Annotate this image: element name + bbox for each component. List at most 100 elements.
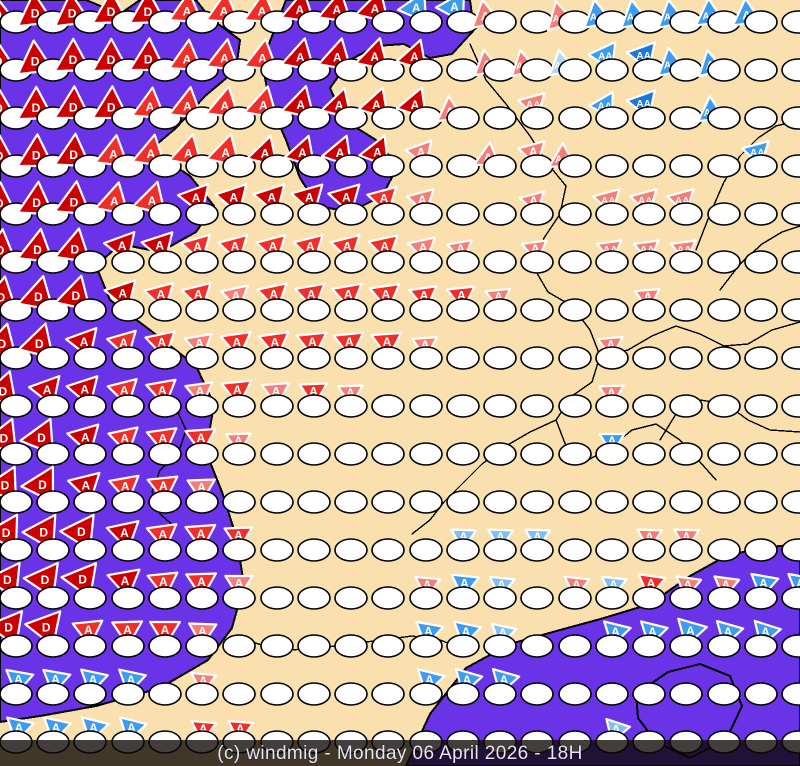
pennant-label: A (199, 722, 208, 736)
pennant-label: A (155, 239, 164, 253)
pennant-label: A (148, 194, 157, 208)
station-circle (483, 202, 517, 226)
station-circle (111, 250, 145, 274)
station-symbol: A (220, 284, 256, 322)
pennant-label: A (332, 3, 341, 17)
station-circle (148, 442, 182, 466)
station-symbol (260, 634, 294, 658)
station-circle (111, 586, 145, 610)
station-symbol: A (146, 475, 182, 514)
station-symbol: AA (740, 140, 778, 178)
station-symbol (409, 490, 443, 514)
wind-pennant (294, 282, 326, 312)
station-circle (0, 394, 33, 418)
station-symbol (558, 490, 592, 514)
station-circle (185, 298, 219, 322)
station-symbol (781, 154, 800, 178)
station-symbol (744, 682, 778, 706)
wind-pennant (219, 331, 252, 360)
station-symbol: A (222, 574, 256, 610)
station-symbol (148, 682, 182, 706)
station-symbol: AA (694, 0, 741, 34)
station-symbol: A (256, 282, 294, 322)
station-symbol (558, 202, 592, 226)
pennant-label: A (529, 194, 538, 208)
station-symbol (446, 58, 480, 82)
station-symbol: AA (516, 92, 554, 130)
station-circle (446, 58, 480, 82)
station-circle (0, 682, 33, 706)
station-circle (781, 682, 800, 706)
station-symbol: A (214, 183, 256, 226)
station-circle (558, 538, 592, 562)
station-symbol: A (140, 231, 182, 274)
station-symbol: A (357, 86, 405, 130)
station-circle (222, 346, 256, 370)
station-circle (669, 442, 703, 466)
pennant-label: D (70, 195, 79, 209)
station-circle (0, 490, 33, 514)
pennant-label: A (80, 383, 89, 397)
station-symbol: A (327, 183, 368, 226)
station-circle (669, 586, 703, 610)
station-symbol: AA (697, 95, 741, 130)
station-circle (297, 106, 331, 130)
station-circle (73, 394, 107, 418)
station-symbol: A (64, 327, 107, 370)
station-circle (297, 154, 331, 178)
station-symbol: A (446, 620, 482, 658)
pennant-label: A (121, 574, 130, 588)
station-symbol: A (409, 575, 443, 610)
station-symbol: A (595, 335, 629, 370)
pennant-label: A (110, 195, 119, 209)
station-circle (744, 682, 778, 706)
pennant-label: A (146, 100, 155, 114)
station-circle (632, 394, 666, 418)
station-symbol: A (697, 49, 741, 82)
pennant-label: A (120, 526, 129, 540)
station-symbol (632, 442, 666, 466)
station-circle (595, 298, 629, 322)
station-symbol: D (19, 417, 70, 466)
station-circle (371, 490, 405, 514)
pennant-label: A (647, 577, 656, 591)
station-symbol: A (71, 619, 107, 658)
station-circle (744, 442, 778, 466)
station-symbol: A (473, 48, 517, 82)
station-symbol (781, 10, 800, 34)
pennant-label: A (267, 191, 276, 205)
pennant-label: A (612, 722, 621, 736)
station-symbol (558, 394, 592, 418)
station-symbol (669, 682, 703, 706)
station-symbol: D (17, 322, 70, 370)
station-symbol (222, 682, 256, 706)
pennant-label: A (533, 530, 542, 544)
station-circle (520, 250, 554, 274)
pennant-label: D (31, 7, 40, 21)
pennant-label: A (51, 673, 60, 687)
station-symbol: D (0, 322, 33, 370)
station-symbol: A (354, 0, 405, 34)
station-circle (744, 202, 778, 226)
pennant-label: A (269, 240, 278, 254)
station-circle (334, 538, 368, 562)
station-symbol (260, 538, 294, 562)
station-circle (558, 106, 592, 130)
station-symbol (595, 154, 629, 178)
station-symbol (297, 634, 331, 658)
pennant-label: A (197, 481, 206, 495)
pennant-label: D (0, 197, 4, 211)
pennant-label: A (742, 8, 751, 22)
station-circle (111, 202, 145, 226)
pennant-label: A (380, 240, 389, 254)
station-symbol (707, 490, 741, 514)
station-circle (483, 298, 517, 322)
station-symbol: A (36, 668, 72, 706)
station-symbol: A (520, 528, 554, 562)
station-symbol (260, 442, 294, 466)
station-symbol: A (260, 382, 294, 418)
pennant-label: A (232, 335, 241, 349)
pennant-label: AA (636, 99, 650, 110)
station-circle (446, 538, 480, 562)
